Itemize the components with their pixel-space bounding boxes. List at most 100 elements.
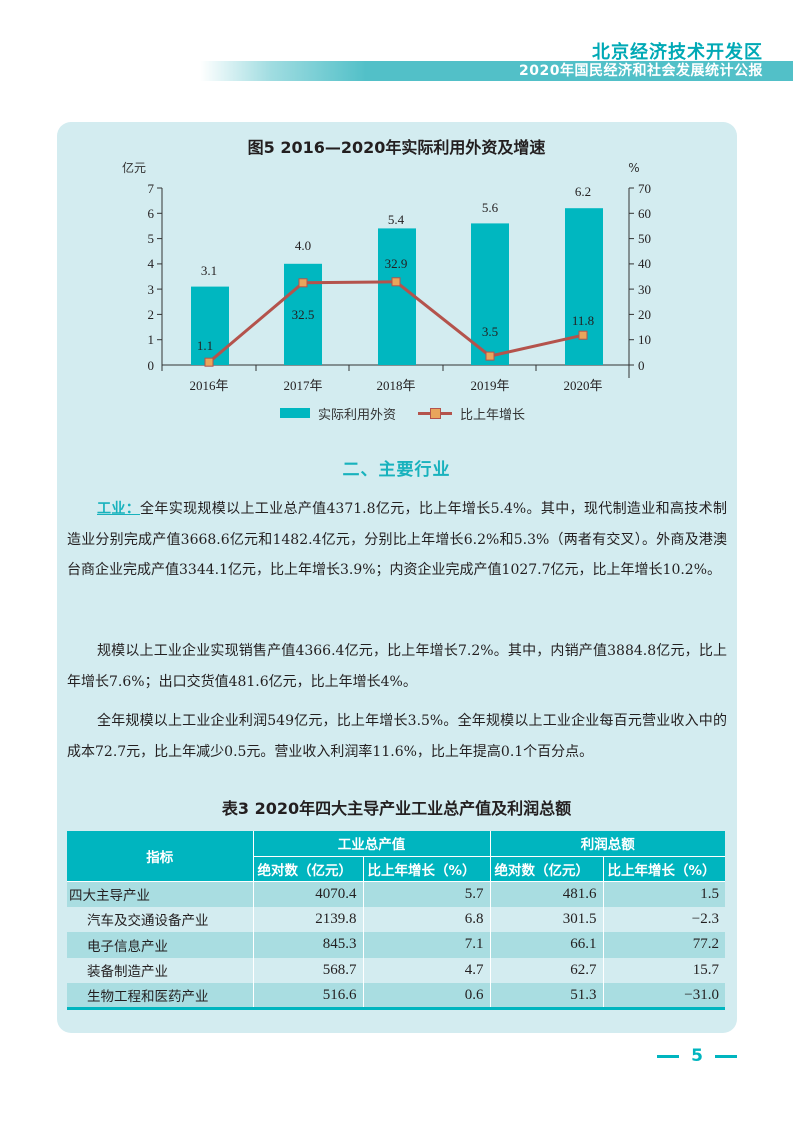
cell-output-growth: 6.8 xyxy=(363,906,491,932)
svg-text:20: 20 xyxy=(638,307,651,322)
cell-profit: 62.7 xyxy=(490,957,604,983)
svg-text:3.5: 3.5 xyxy=(482,324,498,339)
col-indicator: 指标 xyxy=(67,831,254,882)
svg-text:32.5: 32.5 xyxy=(292,307,315,322)
combo-chart: 亿元 % 7 6 5 4 3 2 1 0 70 60 50 40 xyxy=(122,160,651,393)
col-output-abs: 绝对数（亿元） xyxy=(253,856,364,882)
cell-profit-growth: 15.7 xyxy=(603,957,725,983)
cell-output-growth: 4.7 xyxy=(363,957,491,983)
cell-output: 4070.4 xyxy=(253,881,364,907)
cell-output: 568.7 xyxy=(253,957,364,983)
header-org-title: 北京经济技术开发区 xyxy=(592,42,763,63)
cell-output-growth: 0.6 xyxy=(363,983,491,1010)
bar-value-labels: 3.1 4.0 5.4 5.6 6.2 xyxy=(201,184,591,278)
col-group-profit: 利润总额 xyxy=(490,831,725,857)
table-row: 生物工程和医药产业 516.6 0.6 51.3 −31.0 xyxy=(67,983,725,1010)
paragraph-profit: 全年规模以上工业企业利润549亿元，比上年增长3.5%。全年规模以上工业企业每百… xyxy=(67,713,727,760)
cell-output: 2139.8 xyxy=(253,906,364,932)
svg-text:5.4: 5.4 xyxy=(388,212,405,227)
svg-text:2020年: 2020年 xyxy=(563,378,602,393)
svg-text:5.6: 5.6 xyxy=(482,200,499,215)
cell-profit-growth: 77.2 xyxy=(603,932,725,958)
cell-profit-growth: −2.3 xyxy=(603,906,725,932)
cell-output: 516.6 xyxy=(253,983,364,1010)
col-profit-abs: 绝对数（亿元） xyxy=(490,856,604,882)
growth-value-labels: 1.1 32.5 32.9 3.5 11.8 xyxy=(197,256,594,353)
svg-text:4: 4 xyxy=(148,256,155,271)
paragraph-industry: 工业：全年实现规模以上工业总产值4371.8亿元，比上年增长5.4%。其中，现代… xyxy=(67,494,727,586)
cell-output-growth: 7.1 xyxy=(363,932,491,958)
right-axis-ticks: 70 60 50 40 30 20 10 0 xyxy=(638,181,651,373)
cell-profit: 301.5 xyxy=(490,906,604,932)
left-axis-unit: 亿元 xyxy=(122,160,146,175)
growth-markers xyxy=(204,277,588,367)
legend-line-label: 比上年增长 xyxy=(460,407,526,423)
legend-bar-swatch xyxy=(280,408,310,418)
col-profit-growth: 比上年增长（%） xyxy=(603,856,725,882)
svg-text:50: 50 xyxy=(638,231,651,246)
svg-text:70: 70 xyxy=(638,181,651,196)
page-number-value: 5 xyxy=(691,1046,703,1066)
svg-text:1: 1 xyxy=(148,332,155,347)
left-axis-ticks: 7 6 5 4 3 2 1 0 xyxy=(148,181,155,373)
table-title: 表3 2020年四大主导产业工业总产值及利润总额 xyxy=(221,799,572,818)
row-name: 电子信息产业 xyxy=(67,932,254,958)
svg-text:11.8: 11.8 xyxy=(572,313,594,328)
cell-output: 845.3 xyxy=(253,932,364,958)
svg-text:10: 10 xyxy=(638,332,651,347)
svg-text:7: 7 xyxy=(148,181,155,196)
row-name: 四大主导产业 xyxy=(67,881,254,907)
table-row: 电子信息产业 845.3 7.1 66.1 77.2 xyxy=(67,932,725,958)
section-title: 二、主要行业 xyxy=(342,460,451,480)
cell-profit: 481.6 xyxy=(490,881,604,907)
bar-2016 xyxy=(191,286,229,365)
svg-text:5: 5 xyxy=(148,231,155,246)
x-axis-labels: 2016年 2017年 2018年 2019年 2020年 xyxy=(189,378,602,393)
paragraph-industry-text: 全年实现规模以上工业总产值4371.8亿元，比上年增长5.4%。其中，现代制造业… xyxy=(67,501,728,578)
table-row: 装备制造产业 568.7 4.7 62.7 15.7 xyxy=(67,957,725,983)
chart-legend: 实际利用外资 比上年增长 xyxy=(280,404,526,423)
cell-profit-growth: −31.0 xyxy=(603,983,725,1010)
svg-text:3.1: 3.1 xyxy=(201,263,217,278)
svg-text:32.9: 32.9 xyxy=(385,256,408,271)
figure-title: 图5 2016—2020年实际利用外资及增速 xyxy=(247,138,546,157)
right-axis xyxy=(628,187,634,378)
table-row: 汽车及交通设备产业 2139.8 6.8 301.5 −2.3 xyxy=(67,906,725,932)
svg-text:2017年: 2017年 xyxy=(283,378,322,393)
cell-profit: 51.3 xyxy=(490,983,604,1010)
svg-text:1.1: 1.1 xyxy=(197,338,213,353)
row-name: 装备制造产业 xyxy=(67,957,254,983)
svg-text:0: 0 xyxy=(638,358,645,373)
col-output-growth: 比上年增长（%） xyxy=(363,856,491,882)
legend-line-swatch xyxy=(418,408,453,419)
bar-series xyxy=(191,208,603,365)
cell-profit-growth: 1.5 xyxy=(603,881,725,907)
svg-text:30: 30 xyxy=(638,282,651,297)
svg-text:60: 60 xyxy=(638,206,651,221)
svg-text:40: 40 xyxy=(638,256,651,271)
legend-bar-label: 实际利用外资 xyxy=(318,407,397,423)
svg-text:0: 0 xyxy=(148,358,155,373)
bar-2020 xyxy=(565,208,603,365)
svg-text:3: 3 xyxy=(148,282,155,297)
table-row: 四大主导产业 4070.4 5.7 481.6 1.5 xyxy=(67,881,725,907)
row-name: 汽车及交通设备产业 xyxy=(67,906,254,932)
left-axis xyxy=(157,187,163,365)
header-report-title: 2020年国民经济和社会发展统计公报 xyxy=(519,63,763,79)
industry-keyword: 工业： xyxy=(97,501,141,517)
svg-text:2016年: 2016年 xyxy=(189,378,228,393)
bar-2018 xyxy=(378,228,416,365)
svg-text:4.0: 4.0 xyxy=(295,238,311,253)
paragraph-sales: 规模以上工业企业实现销售产值4366.4亿元，比上年增长7.2%。其中，内销产值… xyxy=(67,643,727,690)
svg-text:2018年: 2018年 xyxy=(376,378,415,393)
svg-text:2: 2 xyxy=(148,307,155,322)
page-number-dash-left xyxy=(657,1054,680,1058)
right-axis-unit: % xyxy=(628,161,639,175)
row-name: 生物工程和医药产业 xyxy=(67,983,254,1010)
cell-output-growth: 5.7 xyxy=(363,881,491,907)
col-group-output: 工业总产值 xyxy=(253,831,491,857)
x-axis xyxy=(161,364,629,371)
header-band xyxy=(200,61,793,81)
industry-table: 指标 工业总产值 利润总额 绝对数（亿元） 比上年增长（%） 绝对数（亿元） 比… xyxy=(67,831,725,1010)
cell-profit: 66.1 xyxy=(490,932,604,958)
